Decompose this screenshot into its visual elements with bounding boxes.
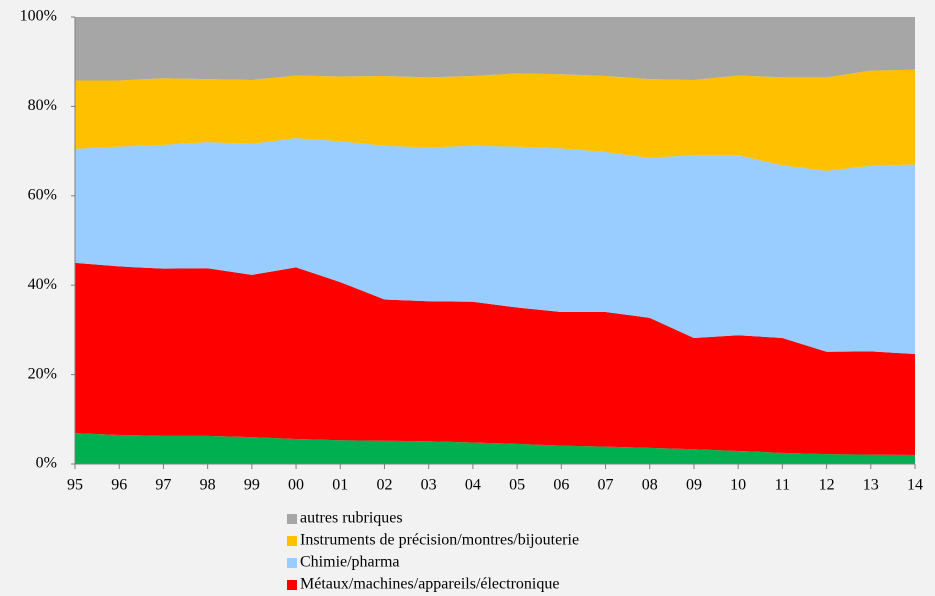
y-tick-label: 80% [28,97,57,114]
y-tick-label: 0% [36,455,57,472]
area [75,138,915,355]
x-tick-label: 98 [200,477,216,494]
x-tick-label: 08 [642,477,658,494]
x-tick-label: 95 [67,477,83,494]
x-tick-label: 09 [686,477,702,494]
x-tick-label: 00 [288,477,304,494]
x-tick-label: 06 [553,477,569,494]
legend-label: Instruments de précision/montres/bijoute… [300,532,579,549]
x-tick-label: 03 [421,477,437,494]
x-tick-label: 97 [155,477,171,494]
legend-label: autres rubriques [300,510,403,527]
y-tick-label: 40% [28,276,57,293]
x-tick-label: 13 [863,477,879,494]
legend-swatch [287,514,297,524]
y-tick-label: 100% [20,8,57,25]
legend-label: Chimie/pharma [300,554,400,571]
y-tick-label: 20% [28,365,57,382]
legend-swatch [287,580,297,590]
x-tick-label: 05 [509,477,525,494]
x-tick-label: 14 [907,477,923,494]
x-tick-label: 12 [819,477,835,494]
x-tick-label: 10 [730,477,746,494]
area [75,262,915,456]
x-tick-label: 11 [775,477,790,494]
area [75,69,915,171]
x-tick-label: 04 [465,477,481,494]
legend-label: Métaux/machines/appareils/électronique [300,576,559,593]
area [75,433,915,464]
x-tick-label: 01 [332,477,348,494]
y-tick-label: 60% [28,186,57,203]
x-tick-label: 99 [244,477,260,494]
area [75,17,915,81]
x-tick-label: 02 [376,477,392,494]
legend-swatch [287,536,297,546]
legend-swatch [287,558,297,568]
x-tick-label: 96 [111,477,127,494]
x-tick-label: 07 [598,477,614,494]
